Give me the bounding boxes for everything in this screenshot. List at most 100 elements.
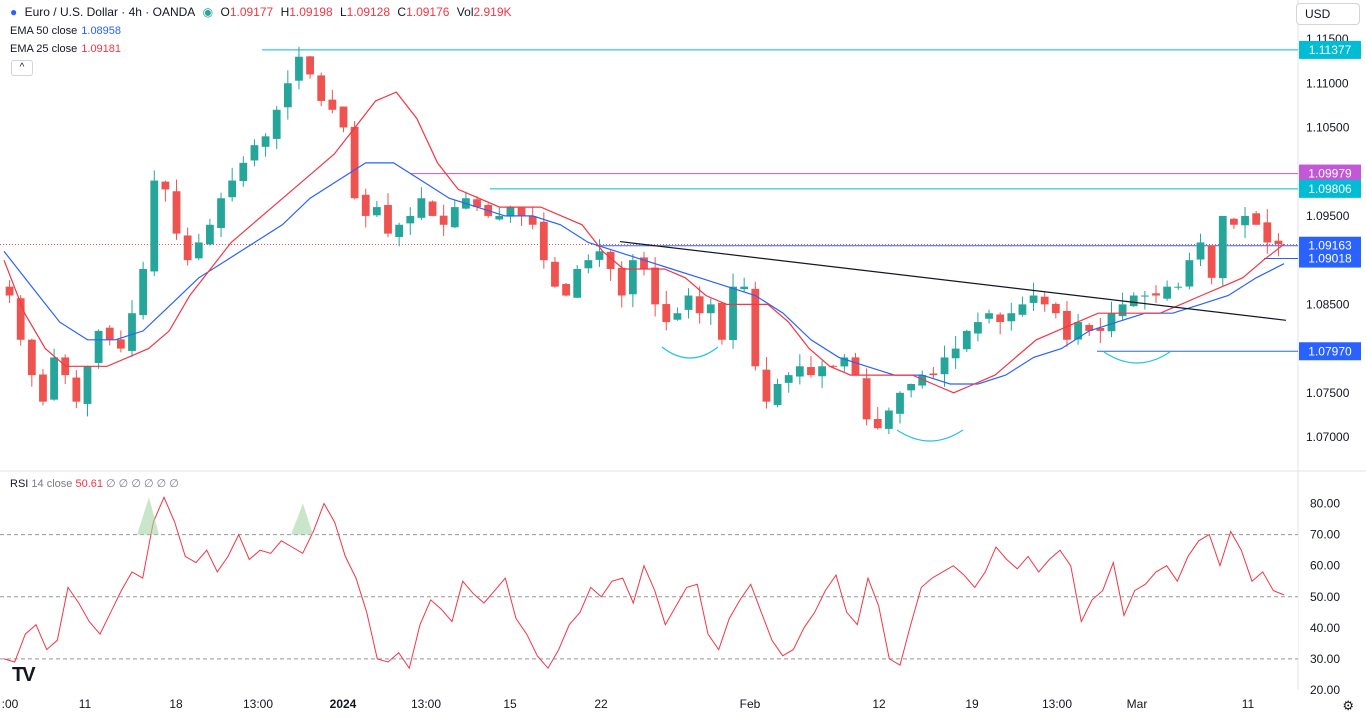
rsi-line[interactable] (3, 496, 1285, 670)
ohlc-o-value: 1.09177 (229, 5, 274, 19)
collapse-legend-button[interactable]: ^ (11, 60, 33, 76)
volume-value: 2.919K (473, 5, 512, 19)
candle-body (773, 383, 782, 405)
candle-body (1196, 242, 1205, 260)
candle-body (239, 162, 248, 181)
candle-body (1207, 245, 1216, 278)
rsi-tick-label: 20.00 (1310, 683, 1340, 697)
candle-body (896, 392, 904, 414)
pattern-arc-3[interactable] (1103, 351, 1171, 364)
price-tick-label: 1.07000 (1306, 430, 1350, 444)
candle-body (818, 366, 826, 377)
candle-body (684, 295, 693, 310)
candle-body (862, 378, 871, 420)
candle-body (128, 313, 136, 351)
rsi-overbought-fill (137, 497, 159, 535)
level-tag-1.09979: 1.09979 (1308, 167, 1352, 181)
level-tag-bg (1299, 164, 1361, 183)
candle-body (450, 207, 459, 228)
candle-body (573, 268, 582, 298)
candle-body (1074, 322, 1082, 340)
time-tick-label: 11 (79, 697, 92, 711)
candle-body (929, 373, 938, 376)
rsi-tick-label: 50.00 (1310, 590, 1340, 604)
candle-body (283, 83, 292, 108)
candle-body (495, 215, 504, 220)
candle-body (372, 207, 381, 216)
trend-line[interactable] (619, 240, 1287, 321)
ema50-legend[interactable]: EMA 50 close 1.08958 (10, 25, 121, 37)
candle-body (172, 191, 181, 234)
symbol-name[interactable]: Euro / U.S. Dollar · 4h · OANDA (24, 5, 196, 19)
candle-body (1241, 215, 1249, 226)
candle-body (962, 330, 971, 350)
time-tick-label: 11 (1242, 697, 1255, 711)
rsi-label: RSI (10, 478, 29, 490)
candle-body (39, 374, 47, 402)
candle-body (751, 288, 760, 367)
candle-body (1040, 296, 1049, 305)
candle-body (417, 198, 426, 218)
price-tick-label: 1.09500 (1306, 209, 1350, 223)
time-tick-label: 19 (965, 697, 979, 711)
rsi-tick-label: 30.00 (1310, 652, 1340, 666)
candle-body (1029, 295, 1038, 303)
ohlc-h-value: 1.09198 (289, 5, 333, 19)
time-tick-label: 2024 (330, 697, 357, 711)
time-tick-label: :00 (2, 697, 19, 711)
candle-body (50, 357, 58, 400)
rsi-band (0, 534, 1298, 659)
ema50-line[interactable] (3, 162, 1285, 385)
ema25-legend[interactable]: EMA 25 close 1.09181 (10, 43, 121, 55)
candle-body (506, 207, 515, 217)
candle-body (1230, 218, 1238, 225)
candle-body (150, 180, 159, 272)
currency-value: USD (1305, 7, 1331, 21)
candle-body (350, 126, 359, 199)
candle-body (651, 267, 660, 305)
ohlc-l-value: 1.09128 (346, 5, 391, 19)
rsi-legend[interactable]: RSI 14 close 50.61 ∅ ∅ ∅ ∅ ∅ ∅ (10, 477, 179, 490)
pattern-arc-2[interactable] (896, 429, 964, 442)
candle-body (873, 418, 882, 429)
candle-body (829, 365, 838, 367)
candle-body (729, 286, 737, 340)
candle-body (884, 410, 893, 429)
ema25-line[interactable] (3, 91, 1285, 394)
level-tag-bg (1299, 179, 1361, 198)
candle-body (907, 383, 916, 391)
settings-gear-icon[interactable]: ⚙ (1342, 698, 1354, 713)
candle-body (740, 286, 749, 290)
candle-body (1152, 293, 1160, 296)
time-tick-label: 18 (169, 697, 183, 711)
level-tag-bg (1299, 40, 1361, 59)
candle-body (384, 205, 392, 234)
candle-body (250, 145, 259, 161)
level-tag-1.11377: 1.11377 (1309, 43, 1352, 57)
candle-body (161, 181, 170, 190)
pattern-arc-1[interactable] (661, 346, 719, 359)
candle-body (139, 268, 148, 316)
candle-body (83, 366, 92, 404)
candle-body (194, 242, 203, 259)
candle-body (183, 235, 192, 261)
rsi-settings: 14 close (31, 478, 73, 490)
candle-body (951, 348, 960, 359)
tradingview-logo-icon[interactable]: TV (12, 664, 36, 686)
candle-body (16, 298, 25, 340)
time-tick-label: 13:00 (243, 697, 273, 711)
candle-body (295, 56, 303, 81)
price-tick-label: 1.11000 (1306, 76, 1349, 90)
price-tick-label: 1.07500 (1306, 386, 1350, 400)
time-tick-label: 12 (872, 697, 886, 711)
time-tick-label: Mar (1127, 697, 1148, 711)
candle-body (673, 313, 682, 320)
candle-body (1051, 303, 1060, 314)
candle-body (339, 106, 348, 128)
candle-body (72, 377, 81, 402)
candle-body (1085, 324, 1094, 331)
candle-body (1129, 295, 1138, 307)
currency-select[interactable]: USD (1296, 3, 1360, 25)
candle-body (974, 322, 982, 334)
